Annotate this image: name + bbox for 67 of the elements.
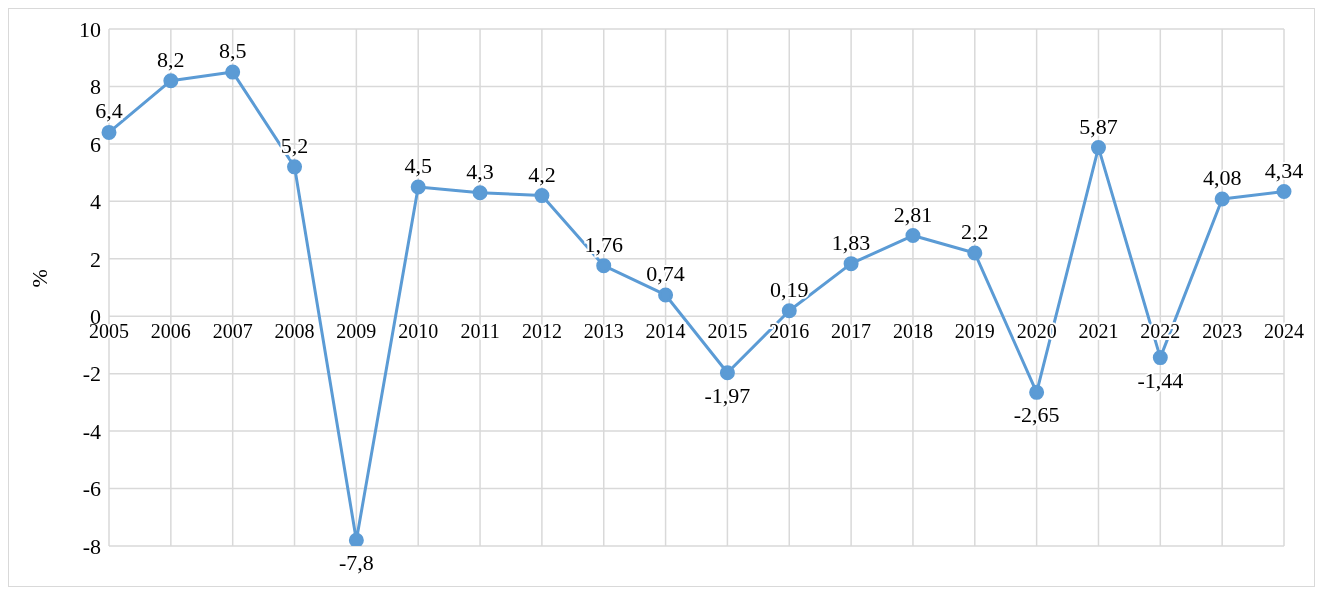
- data-label: -7,8: [338, 550, 374, 576]
- data-label: 4,5: [404, 152, 432, 178]
- y-tick-label: 2: [90, 246, 101, 272]
- y-tick-label: -4: [82, 418, 101, 444]
- y-tick-label: 4: [90, 189, 101, 215]
- x-tick-label: 2015: [707, 320, 748, 343]
- data-label: 1,76: [584, 231, 623, 257]
- point: [1029, 384, 1045, 400]
- data-label: 4,34: [1264, 157, 1304, 183]
- x-tick-label: 2021: [1078, 320, 1119, 343]
- y-tick-label: -6: [82, 476, 101, 502]
- y-tick-label: -2: [82, 361, 101, 387]
- point: [472, 185, 488, 201]
- x-tick-label: 2023: [1202, 320, 1243, 343]
- y-tick-label: 10: [79, 16, 101, 42]
- data-label: -2,65: [1013, 402, 1060, 428]
- point: [287, 159, 303, 175]
- x-tick-label: 2010: [398, 320, 439, 343]
- x-tick-label: 2007: [212, 320, 253, 343]
- data-label: 0,74: [646, 260, 685, 286]
- point: [1152, 350, 1168, 366]
- x-tick-label: 2016: [769, 320, 810, 343]
- point: [348, 532, 364, 546]
- data-label: 5,2: [280, 132, 309, 158]
- data-label: 5,87: [1079, 113, 1118, 139]
- point: [781, 303, 797, 319]
- x-tick-label: 2024: [1264, 320, 1304, 343]
- point: [163, 73, 179, 89]
- data-label: 2,2: [961, 219, 989, 245]
- point: [719, 365, 735, 381]
- y-axis-title: %: [26, 269, 52, 288]
- x-tick-label: 2014: [645, 320, 686, 343]
- x-tick-label: 2008: [274, 320, 315, 343]
- point: [534, 188, 550, 204]
- data-label: -1,44: [1137, 367, 1184, 393]
- data-label: 0,19: [770, 276, 809, 302]
- data-label: 6,4: [95, 98, 123, 124]
- y-tick-label: 6: [90, 131, 101, 157]
- data-label: -1,97: [704, 382, 751, 408]
- y-tick-label: 8: [90, 74, 101, 100]
- point: [1276, 184, 1292, 200]
- x-tick-label: 2009: [336, 320, 377, 343]
- point: [905, 228, 921, 244]
- point: [1214, 191, 1230, 207]
- x-tick-label: 2012: [521, 320, 562, 343]
- data-label: 8,2: [157, 46, 185, 72]
- point: [1090, 140, 1106, 156]
- data-label: 2,81: [893, 201, 933, 227]
- point: [101, 124, 117, 140]
- point: [967, 245, 983, 261]
- point: [658, 287, 674, 303]
- point: [596, 258, 612, 274]
- x-tick-label: 2019: [954, 320, 995, 343]
- x-tick-label: 2006: [150, 320, 191, 343]
- x-tick-label: 2013: [583, 320, 624, 343]
- data-label: 4,2: [528, 161, 556, 187]
- x-tick-label: 2018: [892, 320, 933, 343]
- data-label: 8,5: [218, 38, 247, 64]
- point: [410, 179, 426, 195]
- x-tick-label: 2017: [831, 320, 872, 343]
- point: [225, 64, 241, 80]
- data-label: 4,3: [466, 158, 494, 184]
- point: [843, 256, 859, 272]
- data-label: 4,08: [1202, 165, 1242, 191]
- x-tick-label: 2011: [460, 320, 500, 343]
- y-tick-label: -8: [82, 533, 101, 559]
- data-label: 1,83: [831, 229, 871, 255]
